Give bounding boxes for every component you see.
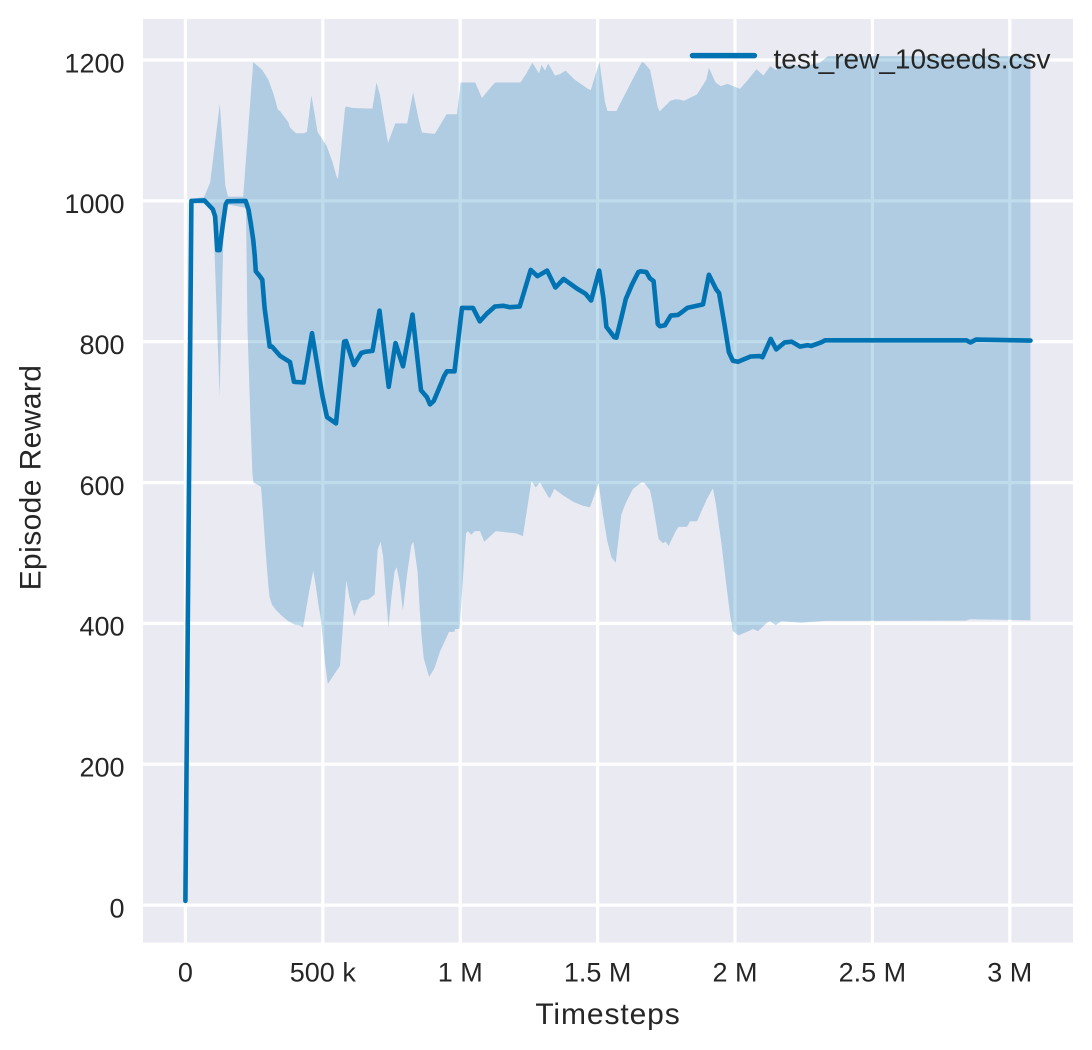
svg-text:500 k: 500 k — [290, 958, 357, 988]
svg-text:1 M: 1 M — [438, 958, 483, 988]
svg-text:3 M: 3 M — [987, 958, 1032, 988]
svg-text:1000: 1000 — [64, 189, 124, 219]
svg-text:2.5 M: 2.5 M — [839, 958, 907, 988]
svg-text:Timesteps: Timesteps — [535, 998, 680, 1031]
svg-text:400: 400 — [79, 612, 124, 642]
svg-text:200: 200 — [79, 753, 124, 783]
svg-text:800: 800 — [79, 330, 124, 360]
svg-text:test_rew_10seeds.csv: test_rew_10seeds.csv — [774, 44, 1051, 75]
svg-text:0: 0 — [109, 893, 124, 923]
svg-text:2 M: 2 M — [712, 958, 757, 988]
svg-text:1.5 M: 1.5 M — [564, 958, 632, 988]
svg-text:Episode Reward: Episode Reward — [15, 365, 48, 591]
svg-text:1200: 1200 — [64, 48, 124, 78]
svg-text:0: 0 — [178, 958, 193, 988]
svg-text:600: 600 — [79, 471, 124, 501]
